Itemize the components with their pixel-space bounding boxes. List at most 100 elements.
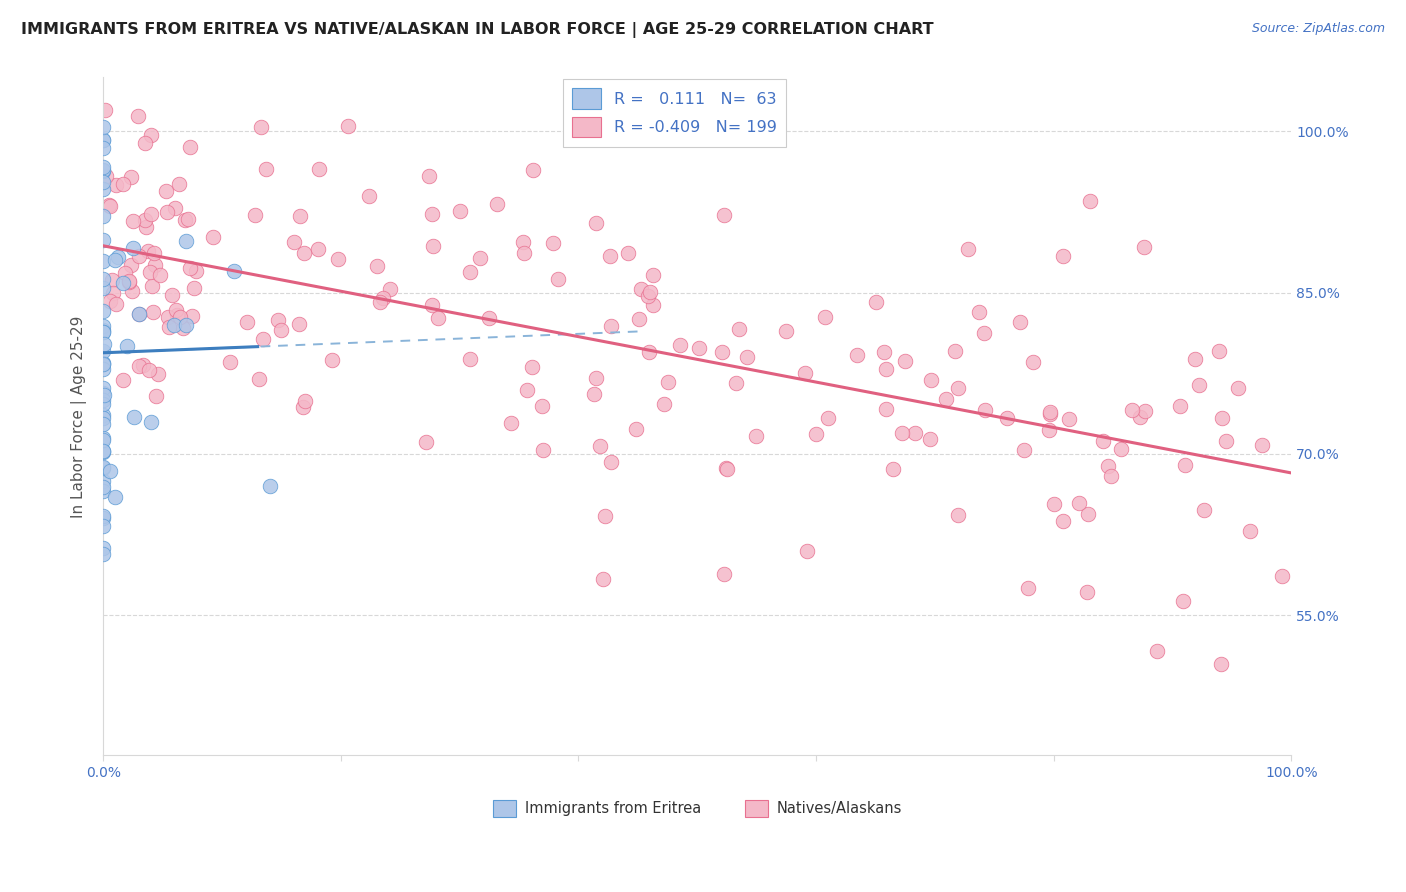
Point [118,276,141,290]
Point [1192,503,1215,517]
Point [186,264,208,278]
Point [643,268,665,283]
Y-axis label: In Labor Force | Age 25-29: In Labor Force | Age 25-29 [72,315,87,517]
Point [1111,442,1133,456]
Point [894,354,917,368]
Point [91,343,114,358]
Point [713,566,735,581]
Point [422,239,444,253]
Point [920,373,942,387]
Point [957,243,980,257]
Point [547,272,569,286]
Point [531,442,554,457]
Point [308,161,330,176]
Point [157,320,180,334]
Legend: Immigrants from Eritrea, Natives/Alaskans: Immigrants from Eritrea, Natives/Alaskan… [486,794,908,822]
Point [307,242,329,256]
Point [1099,469,1122,483]
Point [585,370,607,384]
Point [1146,644,1168,658]
Point [91,133,114,147]
Point [292,246,315,260]
Point [292,400,315,414]
Point [418,169,440,183]
Point [254,161,277,176]
Point [420,206,443,220]
Point [520,359,543,374]
Point [1188,377,1211,392]
Point [512,235,534,249]
Point [1215,434,1237,449]
Point [91,303,114,318]
Point [1271,569,1294,583]
Point [98,198,121,212]
Point [485,197,508,211]
Point [122,214,145,228]
Point [1052,514,1074,528]
Point [259,479,281,493]
Point [143,245,166,260]
Point [91,120,114,135]
Point [177,212,200,227]
Point [121,284,143,298]
Point [593,509,616,524]
Point [139,128,162,142]
Point [91,357,114,371]
Point [100,293,122,308]
Point [1209,657,1232,672]
Point [283,235,305,249]
Point [91,132,114,146]
Point [176,234,198,248]
Point [1129,409,1152,424]
Point [128,359,150,373]
Point [458,352,481,367]
Point [796,544,818,558]
Point [946,508,969,522]
Point [139,265,162,279]
Point [166,309,188,323]
Point [135,220,157,235]
Point [165,303,187,318]
Point [415,435,437,450]
Point [478,310,501,325]
Point [91,361,114,376]
Point [973,326,995,340]
Point [1038,423,1060,437]
Point [98,464,121,478]
Point [1039,407,1062,421]
Point [91,519,114,533]
Point [91,397,114,411]
Point [426,311,449,326]
Point [101,286,124,301]
Point [321,353,343,368]
Point [735,351,758,365]
Point [115,339,138,353]
Point [180,310,202,324]
Point [640,285,662,300]
Point [630,283,652,297]
Point [91,271,114,285]
Point [167,177,190,191]
Point [637,288,659,302]
Point [179,260,201,275]
Point [139,207,162,221]
Point [160,288,183,302]
Point [91,323,114,337]
Point [91,511,114,525]
Point [967,305,990,319]
Point [628,311,651,326]
Point [91,475,114,489]
Point [112,276,135,290]
Point [875,362,897,376]
Point [714,460,737,475]
Point [111,373,134,387]
Point [94,103,117,117]
Point [920,433,942,447]
Point [145,389,167,403]
Point [541,235,564,250]
Point [267,312,290,326]
Point [371,291,394,305]
Point [172,320,194,334]
Point [1184,352,1206,367]
Point [219,355,242,369]
